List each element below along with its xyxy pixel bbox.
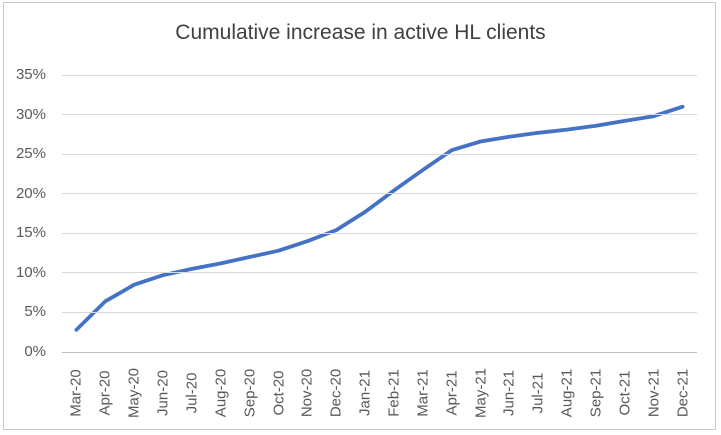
cumulative-increase-line [74, 104, 685, 332]
x-tick-label: Dec-21 [674, 368, 692, 418]
y-tick-label: 35% [15, 66, 46, 83]
x-tick-label: Sep-20 [241, 368, 259, 418]
y-tick-label: 30% [15, 105, 46, 123]
x-tick-label: Jan-21 [356, 370, 374, 416]
x-tick-label: Aug-21 [558, 368, 576, 418]
gridline [62, 74, 697, 76]
x-tick-label: Jul-21 [529, 372, 547, 414]
y-tick-label: 15% [15, 224, 46, 242]
x-tick-label: Oct-20 [270, 370, 287, 416]
x-tick-label: May-20 [125, 367, 143, 419]
y-tick-label: 0% [24, 343, 46, 360]
y-tick-label: 20% [15, 184, 46, 202]
x-tick-label: Dec-20 [327, 368, 345, 418]
x-tick-label: Apr-20 [96, 370, 114, 416]
x-tick-label: Jun-21 [500, 370, 518, 416]
x-tick-label: Aug-20 [212, 368, 230, 418]
x-tick-label: Mar-21 [414, 369, 432, 417]
x-tick-label: Nov-20 [298, 368, 316, 418]
x-axis-line [62, 351, 697, 353]
x-tick-label: Mar-20 [67, 369, 85, 417]
y-tick-label: 5% [24, 303, 46, 321]
x-tick-label: Nov-21 [645, 368, 663, 418]
x-tick-label: May-21 [472, 367, 489, 419]
gridline [62, 232, 697, 234]
x-tick-label: Jul-20 [183, 372, 201, 414]
gridline [62, 114, 697, 116]
x-tick-label: Jun-20 [154, 370, 172, 416]
x-tick-label: Oct-21 [616, 370, 634, 416]
x-tick-label: Feb-21 [385, 369, 403, 417]
gridline [62, 272, 697, 274]
gridline [62, 193, 697, 195]
x-tick-label: Sep-21 [587, 368, 605, 418]
gridline [62, 311, 697, 313]
chart-title: Cumulative increase in active HL clients [175, 21, 546, 44]
gridline [62, 153, 697, 155]
y-tick-label: 25% [15, 145, 46, 163]
x-tick-label: Apr-21 [443, 370, 461, 416]
y-tick-label: 10% [15, 263, 46, 281]
